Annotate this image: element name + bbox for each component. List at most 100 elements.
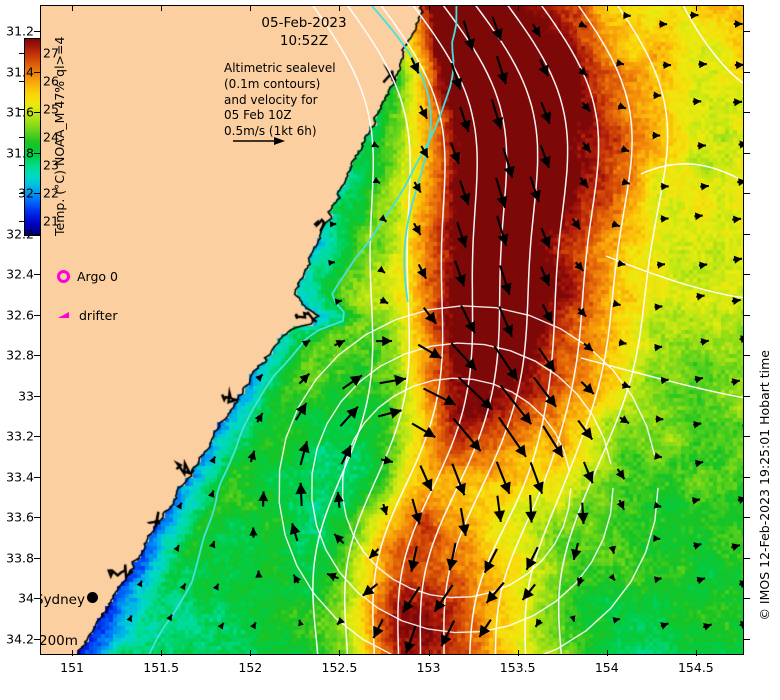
velocity-arrow [621,178,630,186]
velocity-arrow [491,16,503,41]
isobath-200m [148,6,458,654]
velocity-arrow [378,214,388,223]
velocity-arrow [660,376,669,385]
credit-text: © IMOS 12-Feb-2023 19:25:01 Hobart time [757,350,772,621]
sst-heatmap-layer [41,6,743,654]
velocity-arrow [457,376,494,411]
y-axis-tick-mark [34,598,40,600]
contour-and-velocity-layer [126,6,743,654]
y-axis-tick-32.8: 32.8 [6,347,34,363]
velocity-arrow [694,212,703,221]
y-axis-tick-32.6: 32.6 [6,307,34,323]
colorbar-tick-label-26: 26 [43,73,59,89]
velocity-arrow [254,412,264,423]
title-date: 05-Feb-2023 [261,15,347,31]
x-axis-tick-mark [250,5,252,11]
velocity-arrow [608,545,616,554]
velocity-arrow [126,615,133,623]
velocity-arrow [209,456,217,464]
sealevel-contour-eddy [278,305,659,654]
velocity-arrow [737,178,743,186]
velocity-arrow [249,527,258,538]
sealevel-contour [469,6,569,654]
velocity-arrow [621,381,631,389]
y-axis-tick-mark [34,638,40,640]
x-axis-tick-154: 154 [594,660,619,675]
argo-float-icon [57,270,70,283]
y-axis-tick-33.4: 33.4 [6,469,34,485]
velocity-arrow [700,182,709,191]
velocity-arrow [166,613,173,622]
velocity-arrow [462,20,475,51]
colorbar-tick-mark [19,53,24,55]
velocity-arrow [737,496,743,504]
x-axis-tick-154.5: 154.5 [677,660,714,675]
velocity-arrow [298,619,304,627]
velocity-arrow [738,580,743,588]
velocity-arrow [696,292,705,301]
velocity-arrow [581,141,592,154]
velocity-arrow [371,141,380,148]
y-axis-tick-32.4: 32.4 [6,266,34,282]
velocity-arrow [456,221,468,248]
y-axis-tick-31.8: 31.8 [6,145,34,161]
sealevel-contour [682,6,743,84]
velocity-arrow [660,215,669,223]
y-axis-tick-mark [744,436,750,438]
velocity-arrow [298,440,310,466]
velocity-arrow [294,402,308,421]
velocity-arrow [490,98,504,130]
velocity-arrow [255,570,263,578]
sealevel-contour [605,255,743,299]
colorbar-tick-label-24: 24 [43,129,59,145]
velocity-arrow [611,220,621,228]
velocity-arrow [496,215,509,247]
velocity-arrow [531,23,542,38]
y-axis-tick-32.2: 32.2 [6,226,34,242]
velocity-arrow [417,263,428,280]
velocity-arrow [571,217,582,230]
x-axis-tick-151: 151 [60,660,85,675]
velocity-arrow [497,416,527,458]
velocity-arrow [662,61,672,69]
velocity-arrow [541,304,554,324]
y-axis-tick-mark [34,436,40,438]
velocity-arrow [690,11,699,19]
velocity-arrow [653,91,662,100]
velocity-arrow [379,374,407,387]
velocity-arrow [326,572,339,582]
annotation-line-1: Altimetric sealevel [224,61,336,75]
velocity-arrow [576,576,585,587]
velocity-arrow [419,145,429,159]
velocity-arrow [329,221,337,228]
velocity-arrow [539,266,551,287]
city-marker-sydney [87,592,98,603]
velocity-arrow [334,339,346,348]
colorbar-tick-label-27: 27 [43,45,59,61]
sealevel-contour [312,6,375,654]
y-axis-tick-31.6: 31.6 [6,104,34,120]
x-axis-tick-mark [339,650,341,656]
y-axis-tick-mark [744,233,750,235]
velocity-arrow [209,540,216,549]
velocity-arrow [578,20,588,28]
velocity-arrow [452,417,482,452]
velocity-arrow [459,106,471,133]
velocity-arrow [333,533,345,545]
velocity-arrow [615,468,626,480]
velocity-arrow [619,415,630,425]
velocity-arrow [339,405,359,427]
velocity-arrow [176,502,183,510]
velocity-arrow [412,222,422,236]
velocity-arrow [660,182,669,191]
velocity-arrow [217,622,225,630]
velocity-arrow [495,55,508,85]
x-axis-tick-mark [428,5,430,11]
velocity-arrow [333,491,344,508]
velocity-arrow [525,495,537,523]
sealevel-contour [494,6,600,654]
velocity-arrow [440,620,456,647]
velocity-arrow [733,20,743,28]
map-plot-area[interactable]: 05-Feb-2023 10:52Z Altimetric sealevel (… [40,5,744,655]
y-axis-tick-mark [744,71,750,73]
